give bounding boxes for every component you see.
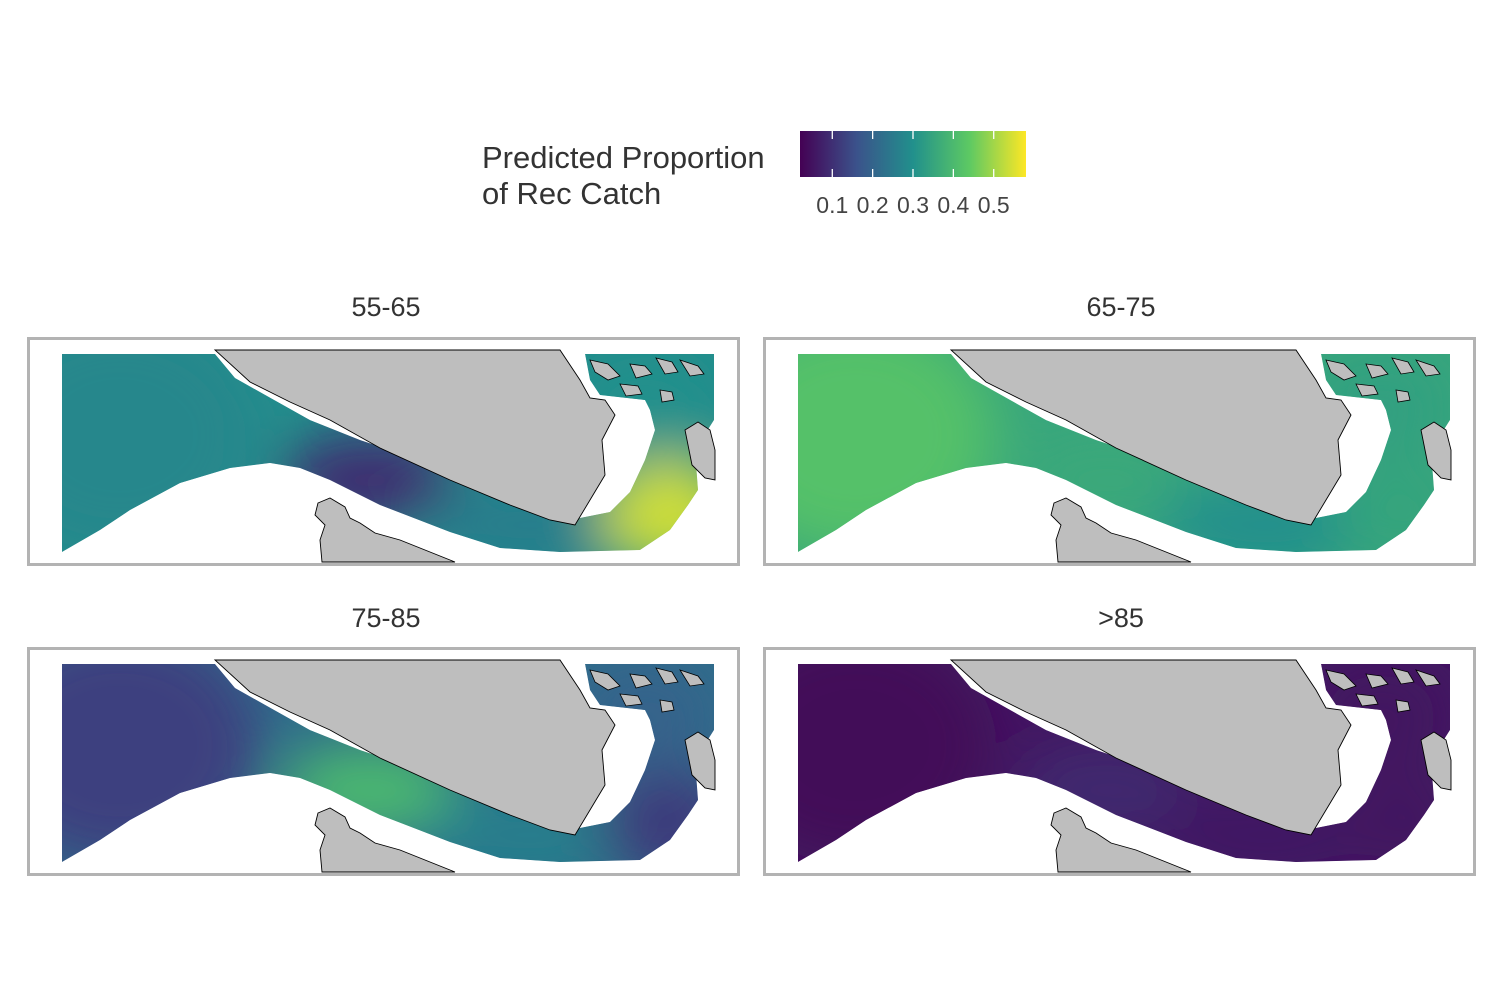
legend-title: Predicted Proportion of Rec Catch	[482, 140, 765, 212]
facet-title-55-65: 55-65	[351, 292, 421, 322]
map-55-65	[62, 349, 716, 563]
legend-tick-label: 0.3	[897, 192, 929, 218]
island	[1395, 389, 1411, 403]
prediction-zone-tip	[1336, 770, 1450, 862]
island	[1391, 357, 1415, 375]
prediction-zone-ocean	[62, 664, 260, 862]
prediction-zone-ocean	[798, 664, 996, 862]
legend-tick-label: 0.4	[937, 192, 970, 218]
island	[629, 363, 653, 379]
island	[589, 669, 621, 691]
island	[655, 667, 679, 685]
map-panel-75-85	[27, 647, 740, 876]
island	[1325, 359, 1357, 381]
island	[1415, 669, 1441, 687]
land-south	[314, 497, 456, 563]
prediction-zone-tip	[600, 460, 714, 552]
legend-tick-label: 0.1	[816, 192, 849, 218]
colorbar	[800, 131, 1026, 177]
land-east	[1420, 731, 1452, 791]
facet-title-65-75: 65-75	[1086, 292, 1156, 322]
island	[1355, 383, 1379, 397]
land-north	[213, 349, 616, 526]
prediction-zone-tip	[1336, 460, 1450, 552]
prediction-zone-tip	[600, 770, 714, 862]
island	[1415, 359, 1441, 377]
map-65-75	[798, 349, 1452, 563]
land-south	[314, 807, 456, 873]
legend-title-line2: of Rec Catch	[482, 176, 662, 211]
facet-title-gt85: >85	[1098, 603, 1144, 633]
facet-title-75-85: 75-85	[351, 603, 421, 633]
island	[1355, 693, 1379, 707]
island	[659, 389, 675, 403]
island	[679, 359, 705, 377]
island	[679, 669, 705, 687]
land-east	[684, 421, 716, 481]
map-gt85	[798, 659, 1452, 873]
island	[1365, 363, 1389, 379]
map-75-85	[62, 659, 716, 873]
island	[1325, 669, 1357, 691]
land-south	[1050, 497, 1192, 563]
land-north	[949, 659, 1352, 836]
land-north	[949, 349, 1352, 526]
legend-tick-label: 0.2	[856, 192, 889, 218]
island	[589, 359, 621, 381]
legend-tick-labels: 0.1 0.2 0.3 0.4 0.5	[800, 192, 1026, 222]
land-east	[684, 731, 716, 791]
map-panel-gt85	[763, 647, 1476, 876]
prediction-zone-ocean	[62, 354, 260, 552]
island	[1391, 667, 1415, 685]
island	[659, 699, 675, 713]
island	[1395, 699, 1411, 713]
prediction-zone-ocean	[798, 354, 996, 552]
island	[655, 357, 679, 375]
island	[1365, 673, 1389, 689]
legend-title-line1: Predicted Proportion	[482, 140, 765, 175]
island	[619, 383, 643, 397]
land-east	[1420, 421, 1452, 481]
map-panel-65-75	[763, 337, 1476, 566]
land-south	[1050, 807, 1192, 873]
island	[619, 693, 643, 707]
land-north	[213, 659, 616, 836]
legend-tick-label: 0.5	[977, 192, 1010, 218]
map-panel-55-65	[27, 337, 740, 566]
island	[629, 673, 653, 689]
